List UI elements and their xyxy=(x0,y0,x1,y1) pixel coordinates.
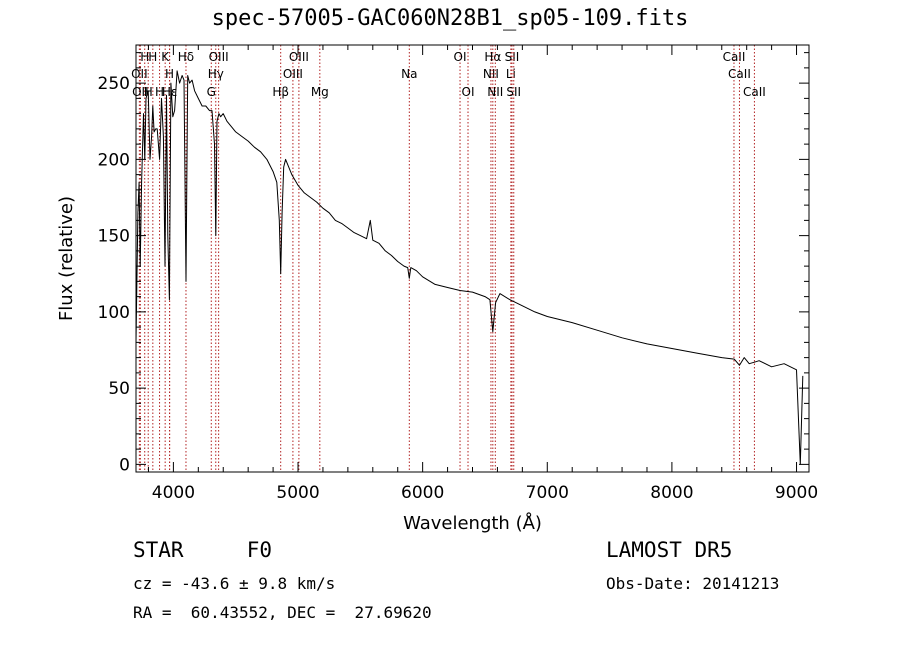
line-label: Na xyxy=(401,67,417,81)
y-tick-label: 150 xyxy=(98,227,130,247)
survey-name: LAMOST DR5 xyxy=(606,538,733,562)
line-label: Hα xyxy=(484,50,501,64)
line-label: H xyxy=(155,85,164,99)
y-tick-label: 200 xyxy=(98,150,130,170)
line-label: CaII xyxy=(723,50,746,64)
y-tick-label: 250 xyxy=(98,74,130,94)
line-label: OIII xyxy=(289,50,309,64)
line-label: NII xyxy=(487,85,503,99)
line-label: SII xyxy=(505,50,520,64)
x-tick-label: 8000 xyxy=(650,483,693,503)
y-axis-label: Flux (relative) xyxy=(56,196,77,321)
spectrum-line xyxy=(135,70,804,465)
x-tick-label: 5000 xyxy=(276,483,319,503)
line-label: H xyxy=(140,50,149,64)
spectrum-chart: OIIOIIHHHHKHHεHδGHγOIIIHβOIIIOIIIMgNaOIO… xyxy=(56,44,818,534)
line-label: OI xyxy=(462,85,475,99)
line-label: SII xyxy=(506,85,521,99)
line-label: CaII xyxy=(728,67,751,81)
line-label: Hβ xyxy=(272,85,289,99)
line-label: G xyxy=(207,85,216,99)
spectrum-series xyxy=(135,70,804,465)
x-tick-label: 7000 xyxy=(526,483,569,503)
line-label: H xyxy=(148,50,157,64)
y-tick-label: 0 xyxy=(119,455,130,475)
y-tick-label: 50 xyxy=(108,379,130,399)
line-label: OIII xyxy=(209,50,229,64)
line-label: CaII xyxy=(743,85,766,99)
plot-frame xyxy=(135,44,810,473)
line-markers: OIIOIIHHHHKHHεHδGHγOIIIHβOIIIOIIIMgNaOIO… xyxy=(131,45,766,472)
redshift-velocity: cz = -43.6 ± 9.8 km/s xyxy=(133,574,336,593)
line-label: NII xyxy=(483,67,499,81)
observation-date: Obs-Date: 20141213 xyxy=(606,574,780,593)
line-label: OII xyxy=(131,67,148,81)
line-label: OI xyxy=(454,50,467,64)
line-label: Hγ xyxy=(208,67,224,81)
chart-title: spec-57005-GAC060N28B1_sp05-109.fits xyxy=(211,6,689,31)
line-label: Li xyxy=(506,67,516,81)
x-tick-label: 9000 xyxy=(775,483,818,503)
axes: 4000 5000 6000 7000 8000 9000 0 50 100 150 200 250 W… xyxy=(56,44,818,534)
line-label: K xyxy=(161,50,170,64)
x-tick-label: 4000 xyxy=(152,483,195,503)
coordinates: RA = 60.43552, DEC = 27.69620 xyxy=(133,603,432,622)
y-tick-label: 100 xyxy=(98,303,130,323)
object-class: STAR F0 xyxy=(133,538,273,562)
line-label: Hε xyxy=(162,85,178,99)
x-tick-label: 6000 xyxy=(401,483,444,503)
x-axis-label: Wavelength (Å) xyxy=(403,512,542,534)
line-label: Hδ xyxy=(178,50,194,64)
line-label: OIII xyxy=(283,67,303,81)
line-label: Mg xyxy=(311,85,329,99)
